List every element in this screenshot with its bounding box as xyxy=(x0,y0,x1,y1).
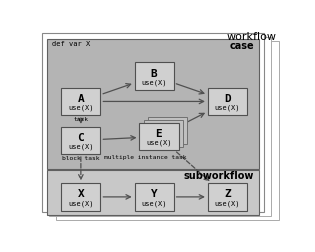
Text: A: A xyxy=(77,93,84,104)
FancyBboxPatch shape xyxy=(49,38,271,216)
FancyBboxPatch shape xyxy=(61,183,100,211)
Text: use(X): use(X) xyxy=(68,199,94,206)
Text: multiple instance task: multiple instance task xyxy=(104,155,187,160)
FancyBboxPatch shape xyxy=(47,40,259,169)
FancyBboxPatch shape xyxy=(61,127,100,154)
FancyBboxPatch shape xyxy=(56,42,279,220)
Text: workflow: workflow xyxy=(226,32,276,42)
Text: E: E xyxy=(156,129,162,138)
Text: def var X: def var X xyxy=(52,41,90,47)
Text: subworkflow: subworkflow xyxy=(184,170,254,180)
Text: task: task xyxy=(73,117,89,122)
Text: use(X): use(X) xyxy=(215,104,240,111)
Text: use(X): use(X) xyxy=(141,79,167,85)
FancyBboxPatch shape xyxy=(135,63,174,90)
Text: use(X): use(X) xyxy=(141,199,167,206)
Text: Z: Z xyxy=(224,189,231,199)
FancyBboxPatch shape xyxy=(208,88,247,116)
Text: X: X xyxy=(77,189,84,199)
FancyBboxPatch shape xyxy=(148,117,187,144)
Text: use(X): use(X) xyxy=(68,143,94,149)
Text: D: D xyxy=(224,93,231,104)
Text: use(X): use(X) xyxy=(146,139,172,146)
FancyBboxPatch shape xyxy=(42,34,264,213)
Text: C: C xyxy=(77,132,84,142)
Text: use(X): use(X) xyxy=(215,199,240,206)
Text: case: case xyxy=(230,41,254,51)
FancyBboxPatch shape xyxy=(144,120,183,147)
FancyBboxPatch shape xyxy=(208,183,247,211)
Text: block task: block task xyxy=(62,155,100,161)
Text: Y: Y xyxy=(151,189,158,199)
FancyBboxPatch shape xyxy=(135,183,174,211)
FancyBboxPatch shape xyxy=(140,123,179,150)
Text: use(X): use(X) xyxy=(68,104,94,111)
Text: B: B xyxy=(151,68,158,78)
FancyBboxPatch shape xyxy=(61,88,100,116)
FancyBboxPatch shape xyxy=(47,170,259,215)
